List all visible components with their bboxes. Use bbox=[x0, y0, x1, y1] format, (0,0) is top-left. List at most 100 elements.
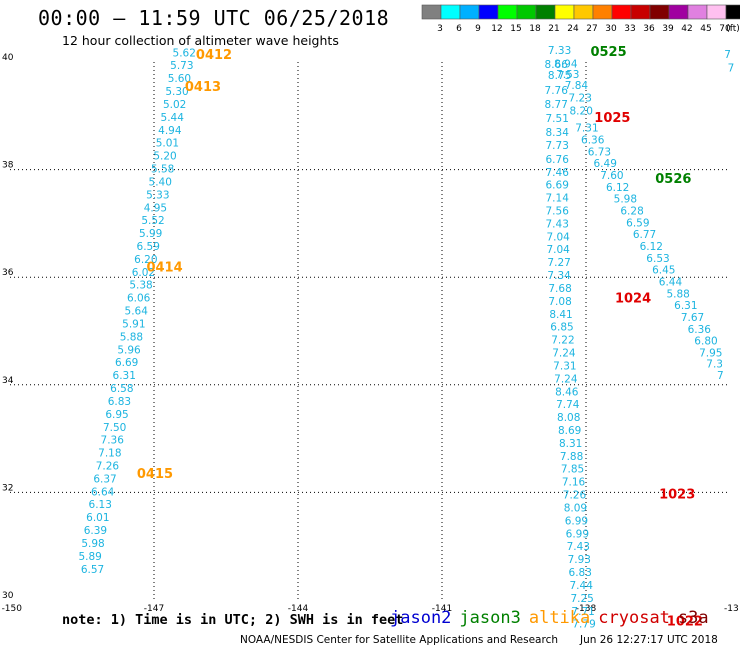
wave-height-value: 7.04 bbox=[546, 231, 570, 243]
wave-height-value: 6.12 bbox=[640, 241, 663, 253]
wave-height-value: 7.3 bbox=[706, 358, 723, 370]
x-tick-label: -144 bbox=[288, 604, 309, 614]
wave-height-value: 7 bbox=[717, 370, 724, 382]
wave-height-value: 8.34 bbox=[546, 127, 570, 139]
wave-height-value: 7.36 bbox=[101, 435, 125, 447]
y-tick-label: 32 bbox=[2, 483, 13, 493]
color-scale-label: 3 bbox=[437, 24, 443, 34]
wave-height-value: 8.46 bbox=[555, 386, 579, 398]
wave-height-value: 7.60 bbox=[600, 170, 623, 182]
pass-time-label: 0415 bbox=[137, 467, 173, 482]
wave-height-value: 7.31 bbox=[553, 360, 576, 372]
wave-height-value: 5.98 bbox=[614, 194, 637, 206]
wave-height-value: 6.28 bbox=[620, 205, 643, 217]
color-scale-label: 39 bbox=[662, 24, 674, 34]
legend-altika: altika bbox=[528, 608, 591, 628]
wave-height-value: 7.24 bbox=[552, 348, 576, 360]
wave-height-value: 6.36 bbox=[581, 134, 605, 146]
wave-height-value: 7.43 bbox=[567, 541, 590, 553]
color-scale-label: 18 bbox=[529, 24, 541, 34]
wave-height-value: 7.16 bbox=[562, 477, 586, 489]
wave-height-value: 6.53 bbox=[646, 253, 669, 265]
wave-height-value: 7.22 bbox=[551, 335, 574, 347]
wave-height-value: 8.69 bbox=[558, 425, 581, 437]
wave-height-value: 6.99 bbox=[565, 515, 588, 527]
wave-height-value: 6.36 bbox=[688, 324, 712, 336]
wave-height-value: 4.94 bbox=[158, 125, 182, 137]
pass-time-label: 0526 bbox=[655, 172, 691, 187]
pass-time-label: 0414 bbox=[146, 260, 182, 275]
wave-height-value: 6.12 bbox=[606, 182, 629, 194]
wave-height-value: 5.30 bbox=[165, 86, 188, 98]
wave-height-value: 6.13 bbox=[89, 499, 112, 511]
y-tick-label: 30 bbox=[2, 591, 14, 601]
wave-height-value: 6.73 bbox=[588, 146, 611, 158]
wave-height-value: 6.69 bbox=[115, 357, 138, 369]
wave-height-value: 7 bbox=[728, 62, 735, 74]
legend-s3a: s3a bbox=[677, 608, 709, 628]
wave-height-value: 5.02 bbox=[163, 99, 186, 111]
x-tick-label: -147 bbox=[144, 604, 164, 614]
color-scale-swatch bbox=[592, 4, 613, 20]
wave-height-value: 7.31 bbox=[575, 123, 598, 135]
wave-height-value: 6.95 bbox=[105, 409, 128, 421]
wave-height-value: 5.99 bbox=[139, 228, 162, 240]
color-scale-swatch bbox=[535, 4, 556, 20]
wave-height-value: 6.80 bbox=[694, 336, 717, 348]
wave-height-value: 7.46 bbox=[546, 167, 570, 179]
wave-height-value: 7.56 bbox=[546, 205, 570, 217]
color-scale-swatch bbox=[497, 4, 518, 20]
wave-height-value: 5.73 bbox=[170, 60, 193, 72]
color-scale-label: 33 bbox=[624, 24, 635, 34]
color-scale-label: 42 bbox=[681, 24, 692, 34]
color-scale-swatch bbox=[421, 4, 442, 20]
wave-height-value: 5.01 bbox=[156, 138, 179, 150]
wave-height-value: 7.04 bbox=[546, 244, 570, 256]
wave-height-value: 7.33 bbox=[548, 45, 571, 57]
color-scale-swatch bbox=[516, 4, 537, 20]
wave-height-value: 6.39 bbox=[84, 525, 107, 537]
wave-height-value: 5.60 bbox=[168, 73, 191, 85]
wave-height-value: 5.62 bbox=[173, 47, 196, 59]
wave-height-value: 7.14 bbox=[546, 193, 570, 205]
x-tick-label: -150 bbox=[2, 604, 23, 614]
wave-height-value: 6.44 bbox=[659, 277, 683, 289]
color-scale-label: 24 bbox=[567, 24, 579, 34]
wave-height-value: 6.31 bbox=[674, 300, 697, 312]
color-scale-swatch bbox=[573, 4, 594, 20]
wave-height-value: 7.26 bbox=[563, 490, 587, 502]
wave-height-value: 7.95 bbox=[699, 348, 722, 360]
wave-height-value: 8.09 bbox=[564, 502, 587, 514]
color-scale-label: 30 bbox=[605, 24, 617, 34]
wave-height-value: 6.58 bbox=[110, 383, 133, 395]
wave-height-value: 6.59 bbox=[137, 241, 160, 253]
wave-height-value: 6.99 bbox=[566, 528, 589, 540]
pass-time-label: 1024 bbox=[615, 292, 651, 307]
wave-height-value: 8.94 bbox=[554, 59, 578, 71]
wave-height-value: 7.67 bbox=[681, 312, 704, 324]
wave-height-value: 6.64 bbox=[91, 486, 115, 498]
wave-height-value: 6.06 bbox=[127, 293, 151, 305]
y-tick-label: 34 bbox=[2, 376, 14, 386]
pass-time-label: 0412 bbox=[196, 48, 232, 63]
color-scale-swatch bbox=[554, 4, 575, 20]
wave-height-value: 7.44 bbox=[570, 580, 594, 592]
color-scale-label: 27 bbox=[586, 24, 597, 34]
wave-height-value: 5.38 bbox=[129, 280, 152, 292]
chart-title: 00:00 – 11:59 UTC 06/25/2018 bbox=[38, 6, 390, 30]
wave-height-value: 5.98 bbox=[81, 538, 104, 550]
wave-height-value: 7 bbox=[724, 49, 731, 61]
wave-height-value: 4.95 bbox=[144, 202, 167, 214]
color-scale-swatch bbox=[440, 4, 461, 20]
wave-height-value: 5.58 bbox=[151, 164, 174, 176]
wave-height-value: 5.20 bbox=[153, 151, 176, 163]
chart-subtitle: 12 hour collection of altimeter wave hei… bbox=[62, 33, 339, 48]
wave-height-value: 6.37 bbox=[93, 473, 116, 485]
wave-height-value: 8.41 bbox=[549, 309, 572, 321]
color-scale-unit: (ft) bbox=[726, 24, 740, 34]
color-scale-swatch bbox=[611, 4, 632, 20]
wave-height-value: 6.77 bbox=[633, 229, 656, 241]
credit-text: NOAA/NESDIS Center for Satellite Applica… bbox=[240, 634, 558, 646]
wave-height-value: 7.73 bbox=[546, 140, 569, 152]
